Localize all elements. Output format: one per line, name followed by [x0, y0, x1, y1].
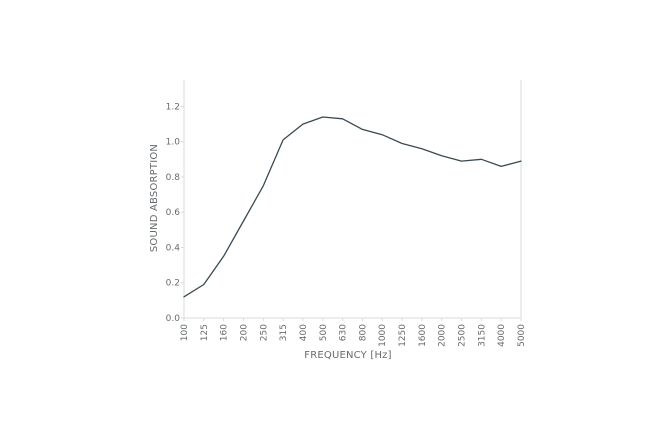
x-axis-label: FREQUENCY [Hz]	[304, 350, 391, 361]
x-tick-label: 400	[299, 324, 309, 341]
x-tick-label: 4000	[497, 324, 507, 347]
x-tick-label: 315	[279, 324, 289, 341]
y-tick-label: 0.2	[166, 279, 180, 289]
y-axis-label: SOUND ABSORPTION	[149, 144, 160, 252]
x-tick-label: 800	[358, 324, 368, 341]
x-tick-label: 5000	[517, 324, 527, 347]
series-line	[183, 116, 522, 298]
y-tick-label: 0.0	[166, 314, 181, 324]
y-tick-label: 0.8	[166, 173, 181, 183]
x-tick-label: 160	[220, 324, 230, 341]
x-tick-label: 3150	[477, 324, 487, 347]
y-tick-label: 0.6	[166, 208, 181, 218]
x-tick-label: 500	[319, 324, 329, 341]
x-tick-label: 100	[180, 324, 190, 341]
x-tick-label: 1250	[398, 324, 408, 347]
x-tick-label: 630	[339, 324, 349, 341]
x-tick-label: 2000	[438, 324, 448, 347]
y-tick-label: 0.4	[166, 243, 181, 253]
x-tick-label: 1600	[418, 324, 428, 347]
x-tick-label: 1000	[378, 324, 388, 347]
x-tick-label: 2500	[458, 324, 468, 347]
y-tick-label: 1.0	[166, 138, 181, 148]
x-tick-label: 200	[239, 324, 249, 341]
x-tick-label: 125	[200, 324, 210, 341]
x-ticks: 100 125 160 200 250 315 400 500 630 800 1000 1250 16…	[180, 318, 527, 347]
x-tick-label: 250	[259, 324, 269, 341]
y-ticks: 0.0 0.2 0.4 0.6 0.8 1.0 1.2	[166, 102, 184, 324]
y-tick-label: 1.2	[166, 102, 180, 112]
